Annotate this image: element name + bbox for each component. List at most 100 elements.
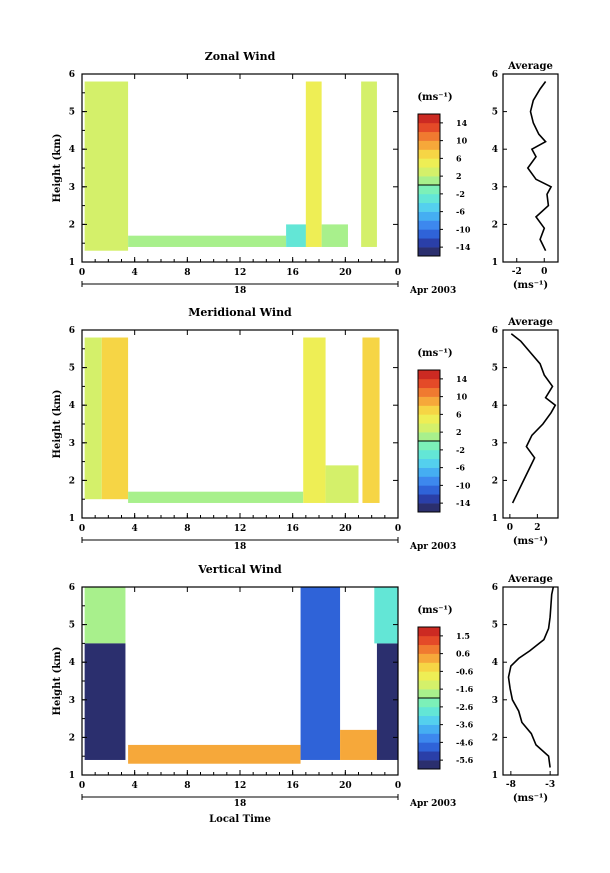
zonal-colorbar-swatch xyxy=(418,131,440,141)
zonal-colorbar-swatch xyxy=(418,247,440,257)
vertical-average-frame xyxy=(502,586,559,776)
data-field-zonal-5 xyxy=(361,81,377,247)
meridional-average-ytick-label: 5 xyxy=(492,364,498,374)
vertical-average-ytick-label: 6 xyxy=(492,583,498,593)
vertical-ytick-label: 4 xyxy=(69,658,75,668)
zonal-xtick-label: 0 xyxy=(79,268,85,278)
zonal-colorbar-swatch xyxy=(418,149,440,159)
zonal-average-ytick-label: 3 xyxy=(492,183,498,193)
vertical-colorbar-label: 1.5 xyxy=(456,631,470,641)
meridional-ytick-label: 6 xyxy=(69,326,75,336)
vertical-colorbar-unit: (ms⁻¹) xyxy=(417,605,452,616)
meridional-colorbar-swatch xyxy=(418,458,440,468)
zonal-average-ytick-label: 5 xyxy=(492,108,498,118)
meridional-title: Meridional Wind xyxy=(188,306,292,319)
zonal-average-xlabel: (ms⁻¹) xyxy=(513,280,548,291)
zonal-colorbar-swatch xyxy=(418,211,440,221)
meridional-ytick-label: 1 xyxy=(69,514,75,524)
meridional-ytick-label: 2 xyxy=(69,476,75,486)
zonal-xtick-label: 0 xyxy=(395,268,401,278)
zonal-average-xtick-label: -2 xyxy=(512,267,522,277)
meridional-colorbar-swatch xyxy=(418,476,440,486)
meridional-colorbar-label: -6 xyxy=(456,463,465,473)
vertical-ytick-label: 3 xyxy=(69,696,75,706)
zonal-month-label: Apr 2003 xyxy=(409,286,456,296)
zonal-ytick-label: 5 xyxy=(69,108,75,118)
meridional-colorbar-label: 14 xyxy=(456,374,468,384)
zonal-colorbar-label: -6 xyxy=(456,207,465,217)
vertical-ytick-label: 2 xyxy=(69,733,75,743)
zonal-xtick-label: 16 xyxy=(286,268,299,278)
zonal-average-title: Average xyxy=(507,61,553,72)
zonal-average-ytick-label: 4 xyxy=(492,145,498,155)
data-field-vertical-5 xyxy=(376,643,398,760)
zonal-average-ytick-label: 2 xyxy=(492,220,498,230)
data-field-vertical-3 xyxy=(300,587,341,760)
vertical-average-xlabel: (ms⁻¹) xyxy=(513,793,548,804)
meridional-ytick-label: 5 xyxy=(69,364,75,374)
meridional-colorbar-label: 2 xyxy=(456,427,462,437)
zonal-plot-frame xyxy=(81,73,399,263)
data-field-zonal-4 xyxy=(321,224,348,247)
zonal-ytick-label: 2 xyxy=(69,220,75,230)
vertical-colorbar-label: -3.6 xyxy=(456,720,474,730)
data-field-vertical-2 xyxy=(128,744,301,764)
meridional-xtick-label: 8 xyxy=(184,524,190,534)
meridional-average-xtick-label: 2 xyxy=(534,523,540,533)
vertical-colorbar-label: -1.6 xyxy=(456,684,474,694)
vertical-xtick-label: 20 xyxy=(339,781,352,791)
data-field-meridional-3 xyxy=(303,337,326,503)
zonal-colorbar-label: 6 xyxy=(456,153,462,163)
zonal-xtick-label: 4 xyxy=(132,268,138,278)
vertical-colorbar-swatch xyxy=(418,698,440,708)
meridional-colorbar-swatch xyxy=(418,485,440,495)
meridional-colorbar-swatch xyxy=(418,370,440,380)
vertical-average-ytick-label: 5 xyxy=(492,621,498,631)
meridional-colorbar-swatch xyxy=(418,503,440,513)
meridional-xtick-label: 16 xyxy=(286,524,299,534)
vertical-colorbar-swatch xyxy=(418,751,440,761)
vertical-colorbar-swatch xyxy=(418,662,440,672)
zonal-date-label: 18 xyxy=(234,286,247,296)
data-field-meridional-0 xyxy=(84,337,102,500)
zonal-ylabel: Height (km) xyxy=(52,134,63,203)
zonal-ytick-label: 3 xyxy=(69,183,75,193)
meridional-average-xlabel: (ms⁻¹) xyxy=(513,536,548,547)
vertical-colorbar-label: -5.6 xyxy=(456,755,474,765)
data-field-vertical-1 xyxy=(84,643,126,760)
meridional-xtick-label: 20 xyxy=(339,524,352,534)
vertical-colorbar-label: 0.6 xyxy=(456,649,470,659)
zonal-average-ytick-label: 6 xyxy=(492,70,498,80)
vertical-colorbar-swatch xyxy=(418,715,440,725)
meridional-month-label: Apr 2003 xyxy=(409,542,456,552)
meridional-average-xtick-label: 0 xyxy=(507,523,513,533)
zonal-colorbar-swatch xyxy=(418,114,440,124)
zonal-average-line xyxy=(526,81,553,252)
meridional-ytick-label: 3 xyxy=(69,439,75,449)
meridional-colorbar-swatch xyxy=(418,494,440,504)
zonal-colorbar-label: -14 xyxy=(456,242,471,252)
meridional-colorbar-label: 10 xyxy=(456,392,468,402)
vertical-average-ytick-label: 3 xyxy=(492,696,498,706)
vertical-colorbar-label: -0.6 xyxy=(456,666,474,676)
meridional-xtick-label: 4 xyxy=(132,524,138,534)
vertical-month-label: Apr 2003 xyxy=(409,799,456,809)
meridional-colorbar-swatch xyxy=(418,387,440,397)
meridional-colorbar-swatch xyxy=(418,405,440,415)
data-field-zonal-0 xyxy=(84,81,129,251)
vertical-xtick-label: 4 xyxy=(132,781,138,791)
vertical-average-ytick-label: 4 xyxy=(492,658,498,668)
vertical-xtick-label: 12 xyxy=(234,781,247,791)
zonal-average-xtick-label: 0 xyxy=(541,267,547,277)
meridional-average-ytick-label: 1 xyxy=(492,514,498,524)
zonal-average-ytick-label: 1 xyxy=(492,258,498,268)
vertical-colorbar-swatch xyxy=(418,653,440,663)
zonal-colorbar-swatch xyxy=(418,140,440,150)
vertical-colorbar-swatch xyxy=(418,671,440,681)
vertical-colorbar-swatch xyxy=(418,760,440,770)
vertical-date-label: 18 xyxy=(234,799,247,809)
vertical-colorbar-swatch xyxy=(418,733,440,743)
zonal-title: Zonal Wind xyxy=(205,50,276,63)
vertical-ytick-label: 6 xyxy=(69,583,75,593)
